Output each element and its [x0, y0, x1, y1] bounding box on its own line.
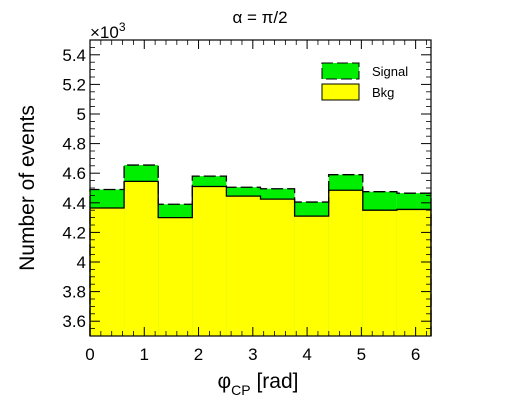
x-tick-label-1: 1 [140, 345, 149, 364]
x-axis-label-subscript: CP [231, 382, 250, 398]
y-exponent-label: ×103 [90, 20, 126, 42]
y-tick-label-8: 5.2 [62, 75, 86, 94]
y-tick-label-0: 3.6 [62, 312, 86, 331]
chart-title: α = π/2 [232, 8, 287, 27]
x-axis-label-symbol: φ [218, 370, 232, 393]
x-axis-ticks: 0 1 2 3 4 5 6 [85, 40, 427, 364]
y-tick-label-6: 4.8 [62, 135, 86, 154]
bkg-bar-6 [294, 216, 329, 336]
bkg-bar-0 [90, 207, 125, 336]
bkg-bar-9 [396, 209, 431, 336]
x-tick-label-2: 2 [194, 345, 203, 364]
y-tick-label-9: 5.4 [62, 46, 86, 65]
bkg-bar-5 [260, 199, 295, 336]
bkg-bar-7 [328, 190, 363, 336]
bkg-bar-4 [226, 196, 261, 336]
bkg-bar-2 [158, 217, 193, 336]
legend-label-signal: Signal [372, 64, 408, 79]
y-axis-ticks: 3.6 3.8 4 4.2 4.4 4.6 4.8 5 5.2 5.4 [62, 46, 431, 331]
y-tick-label-1: 3.8 [62, 283, 86, 302]
x-tick-label-6: 6 [411, 345, 420, 364]
y-tick-label-4: 4.4 [62, 194, 86, 213]
bkg-bar-8 [362, 210, 397, 336]
y-tick-label-2: 4 [77, 253, 86, 272]
legend-label-bkg: Bkg [372, 85, 394, 100]
y-tick-label-3: 4.2 [62, 223, 86, 242]
y-axis-label: Number of events [16, 105, 39, 271]
y-tick-label-7: 5 [77, 105, 86, 124]
x-tick-label-4: 4 [302, 345, 311, 364]
bkg-bar-3 [192, 186, 227, 336]
histogram-bars [89, 164, 432, 336]
legend-swatch-signal [321, 62, 360, 80]
x-tick-label-3: 3 [248, 345, 257, 364]
x-tick-label-0: 0 [85, 345, 94, 364]
x-axis-label: φCP [rad] [218, 370, 299, 398]
x-tick-label-5: 5 [357, 345, 366, 364]
legend: Signal Bkg [321, 62, 408, 101]
bkg-bar-1 [124, 181, 159, 336]
legend-swatch-bkg [321, 83, 360, 101]
bkg-outline [89, 180, 432, 336]
signal-outline [89, 164, 432, 336]
x-axis-label-unit: [rad] [251, 370, 299, 393]
y-tick-label-5: 4.6 [62, 164, 86, 183]
